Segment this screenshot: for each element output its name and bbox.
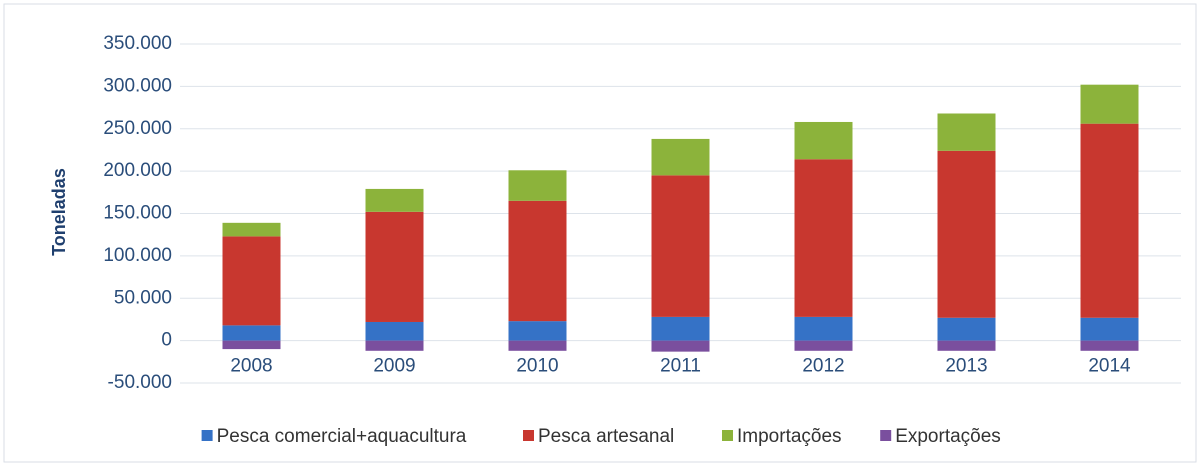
bar-segment (937, 113, 996, 151)
y-tick-label: -50.000 (108, 372, 172, 393)
legend-swatch (722, 430, 733, 441)
legend-label: Pesca comercial+aquacultura (217, 426, 467, 447)
bar-segment (508, 340, 567, 351)
bar-segment (794, 340, 853, 351)
bar-segment (651, 175, 710, 317)
bar-segment (365, 340, 424, 351)
legend-swatch (523, 430, 534, 441)
bar-segment (222, 222, 281, 237)
y-tick-label: 100.000 (103, 245, 172, 266)
y-tick-label: 300.000 (103, 75, 172, 96)
y-axis-title: Toneladas (49, 168, 69, 256)
y-tick-label: 200.000 (103, 160, 172, 181)
bar-segment (651, 316, 710, 341)
legend-swatch (201, 430, 213, 441)
legend-swatch (880, 430, 892, 441)
bar-segment (222, 236, 281, 326)
bar-segment (794, 121, 853, 160)
y-tick-label: 0 (161, 330, 172, 351)
bar-segment (365, 211, 424, 322)
legend-label: Pesca artesanal (538, 426, 674, 447)
bar-segment (794, 159, 853, 317)
x-tick-label: 2013 (945, 356, 987, 377)
bar-segment (365, 321, 424, 341)
bar-segment (651, 138, 710, 176)
bar-segment (651, 340, 710, 352)
y-tick-label: 350.000 (103, 33, 172, 54)
x-tick-label: 2011 (660, 356, 701, 377)
bar-segment (937, 340, 996, 351)
bar-segment (1080, 84, 1139, 124)
bar-segment (508, 321, 567, 341)
bar-segment (794, 316, 853, 341)
x-tick-label: 2012 (802, 356, 844, 377)
bar-segment (1080, 340, 1139, 351)
y-tick-label: 250.000 (103, 118, 172, 139)
bar-segment (365, 188, 424, 212)
chart-border (3, 3, 1197, 463)
legend-label: Exportações (895, 426, 1001, 447)
bar-segment (222, 325, 281, 341)
legend-label: Importações (737, 426, 842, 447)
x-tick-label: 2008 (230, 356, 272, 377)
bar-segment (1080, 317, 1139, 341)
x-tick-label: 2009 (373, 356, 415, 377)
y-tick-label: 50.000 (114, 287, 172, 308)
y-tick-label: 150.000 (103, 203, 172, 224)
bar-segment (508, 170, 567, 201)
bar-segment (508, 200, 567, 322)
bar-segment (937, 150, 996, 318)
x-tick-label: 2014 (1088, 356, 1131, 377)
x-tick-label: 2010 (516, 356, 558, 377)
bar-segment (1080, 123, 1139, 318)
bar-segment (937, 317, 996, 341)
bar-segment (222, 340, 281, 350)
